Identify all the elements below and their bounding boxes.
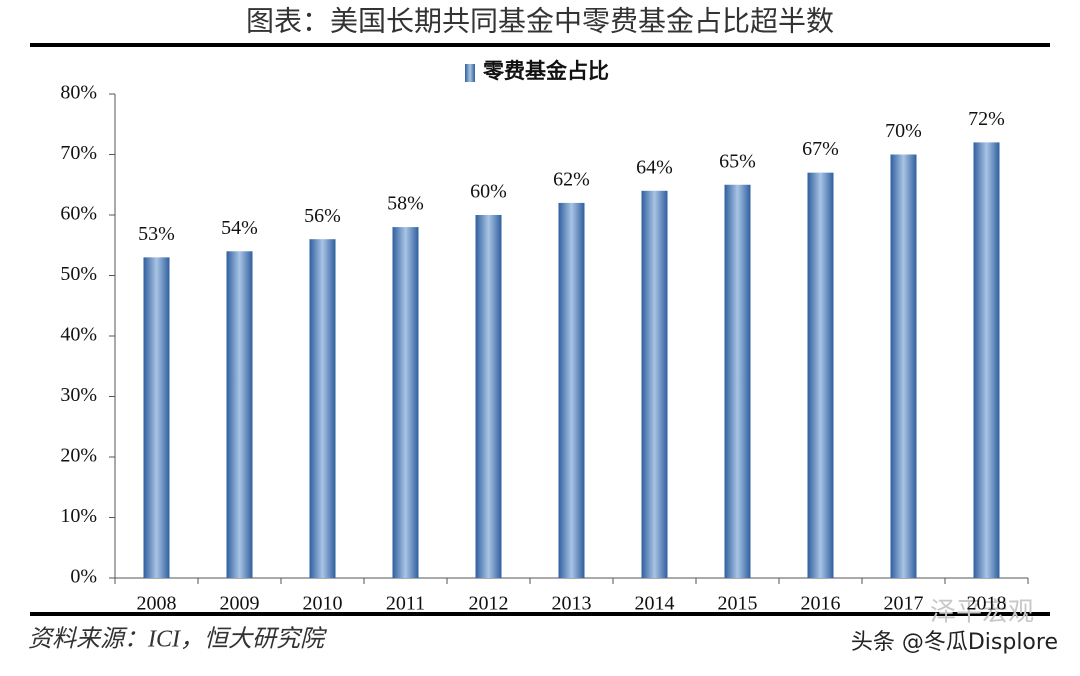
legend-swatch <box>465 64 475 82</box>
data-label: 56% <box>304 205 341 227</box>
data-label: 58% <box>387 193 424 215</box>
source-note: 资料来源：ICI，恒大研究院 <box>28 626 328 653</box>
x-tick-label: 2012 <box>469 593 509 615</box>
bar <box>143 257 170 578</box>
y-tick-label: 10% <box>60 505 97 527</box>
data-label: 72% <box>968 108 1005 130</box>
x-tick-label: 2010 <box>303 593 343 615</box>
y-tick-label: 80% <box>60 82 97 104</box>
data-label: 53% <box>138 223 175 245</box>
x-tick-label: 2013 <box>552 593 592 615</box>
x-tick-label: 2009 <box>220 593 260 615</box>
bar <box>724 184 751 578</box>
bar <box>309 239 336 578</box>
x-tick-label: 2016 <box>801 593 841 615</box>
y-tick-label: 0% <box>70 566 97 588</box>
watermark-faint: 泽平宏观 <box>930 598 1034 628</box>
bar <box>226 251 253 579</box>
x-tick-label: 2008 <box>137 593 177 615</box>
y-tick-label: 50% <box>60 263 97 285</box>
x-tick-label: 2018 <box>967 593 1007 615</box>
y-tick-label: 70% <box>60 142 97 164</box>
data-label: 65% <box>719 150 756 172</box>
x-tick-label: 2014 <box>635 593 675 615</box>
bar <box>807 172 834 578</box>
y-tick-label: 40% <box>60 324 97 346</box>
y-tick-label: 60% <box>60 203 97 225</box>
bar <box>475 215 502 578</box>
bar <box>973 142 1000 578</box>
chart-title: 图表：美国长期共同基金中零费基金占比超半数 <box>246 5 834 37</box>
x-tick-label: 2017 <box>884 593 924 615</box>
bar <box>392 227 419 578</box>
data-label: 70% <box>885 120 922 142</box>
x-tick-label: 2011 <box>386 593 425 615</box>
y-tick-label: 30% <box>60 384 97 406</box>
bar <box>890 154 917 578</box>
y-tick-label: 20% <box>60 445 97 467</box>
bar <box>558 202 585 578</box>
data-label: 60% <box>470 181 507 203</box>
x-tick-label: 2015 <box>718 593 758 615</box>
data-label: 54% <box>221 217 258 239</box>
watermark: 头条 @冬瓜Displore <box>851 630 1058 655</box>
data-label: 62% <box>553 168 590 190</box>
bar <box>641 190 668 579</box>
data-label: 67% <box>802 138 839 160</box>
data-label: 64% <box>636 156 673 178</box>
legend-label: 零费基金占比 <box>482 59 609 83</box>
